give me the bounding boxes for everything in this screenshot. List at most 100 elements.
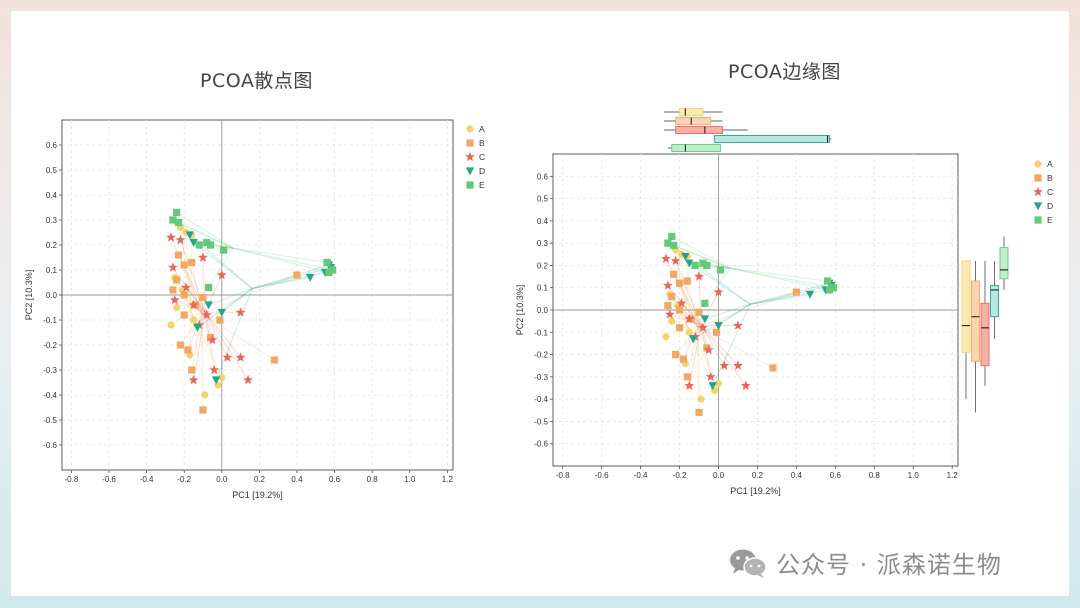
y-tick-label: 0.4: [537, 217, 549, 226]
data-point: [199, 293, 207, 302]
spider-line: [749, 282, 830, 305]
data-point: [173, 303, 181, 312]
data-point: [206, 333, 215, 342]
data-point: [218, 373, 226, 382]
data-point: [694, 271, 704, 281]
y-tick-label: 0.2: [46, 241, 58, 250]
data-point: [270, 356, 279, 364]
data-point: [670, 270, 678, 278]
data-point: [166, 232, 176, 242]
y-tick-label: 0.6: [537, 172, 549, 181]
box-iqr: [990, 285, 999, 318]
data-point: [305, 273, 315, 282]
data-point: [329, 266, 337, 274]
y-tick-label: 0.5: [46, 166, 58, 175]
y-tick-label: 0.4: [46, 191, 58, 200]
y-tick-label: -0.5: [43, 416, 57, 425]
data-point: [216, 269, 227, 280]
data-point: [664, 309, 675, 319]
chart-title-right: PCOA边缘图: [728, 61, 841, 83]
data-point: [188, 366, 196, 374]
legend-marker: [1034, 216, 1042, 224]
legend-marker: [1033, 186, 1043, 197]
data-point: [714, 379, 723, 388]
data-point: [235, 352, 246, 362]
x-tick-label: 0.0: [216, 475, 228, 484]
spider-line: [179, 313, 203, 346]
data-point: [169, 294, 180, 305]
data-point: [185, 231, 195, 240]
y-tick-label: 0.1: [537, 284, 549, 293]
data-point: [220, 246, 228, 254]
spider-line: [196, 288, 253, 328]
data-point: [703, 344, 711, 352]
x-tick-label: 1.2: [442, 475, 454, 484]
box-iqr: [671, 144, 721, 152]
box-iqr: [971, 280, 980, 362]
data-point: [189, 238, 198, 247]
data-point: [211, 376, 221, 385]
spider-line: [204, 312, 215, 371]
legend-label: D: [479, 166, 485, 176]
spider-line: [191, 262, 203, 314]
spider-line: [680, 254, 688, 324]
spider-line: [749, 293, 811, 305]
data-point: [173, 276, 181, 284]
data-point: [691, 261, 699, 270]
y-tick-label: -0.3: [43, 366, 57, 375]
data-point: [701, 299, 709, 307]
spider-line: [697, 326, 774, 369]
spider-line: [665, 258, 702, 326]
spider-line: [233, 247, 328, 264]
spider-line: [185, 232, 192, 311]
legend-marker: [1034, 160, 1042, 168]
data-point: [184, 346, 192, 354]
data-point: [714, 322, 723, 330]
data-point: [180, 291, 188, 299]
spider-line: [233, 247, 330, 274]
x-tick-label: -0.2: [673, 471, 687, 480]
data-point: [176, 341, 185, 349]
spider-line: [252, 276, 311, 290]
spider-line: [178, 221, 234, 249]
legend-marker: [466, 139, 474, 147]
y-tick-label: -0.5: [534, 417, 548, 426]
legend-marker: [1034, 174, 1042, 182]
data-point: [195, 241, 203, 249]
x-tick-label: -0.2: [177, 475, 191, 484]
y-tick-label: 0.0: [46, 291, 58, 300]
spider-line: [201, 313, 212, 338]
x-tick-label: -0.8: [556, 471, 570, 480]
box-iqr: [679, 108, 704, 116]
spider-line: [187, 313, 203, 351]
data-point: [703, 344, 714, 355]
spider-line: [201, 313, 275, 361]
watermark: 公众号 · 派森诺生物: [728, 545, 1002, 580]
data-point: [175, 234, 186, 245]
spider-line: [698, 276, 702, 326]
data-point: [705, 371, 716, 382]
data-point: [668, 232, 676, 241]
x-tick-label: 0.6: [329, 475, 341, 484]
data-point: [823, 277, 832, 285]
spider-line: [172, 267, 206, 313]
data-point: [684, 380, 695, 390]
data-point: [205, 283, 213, 292]
box-iqr: [675, 117, 712, 125]
spider-line: [704, 267, 731, 304]
spider-line: [730, 267, 834, 289]
spider-line: [700, 324, 739, 367]
data-point: [293, 271, 301, 279]
legend-label: C: [1047, 187, 1053, 197]
spider-line: [190, 234, 193, 311]
box-iqr: [980, 302, 990, 367]
data-point: [222, 352, 233, 362]
spider-line: [673, 244, 731, 269]
x-tick-label: -0.6: [595, 471, 609, 480]
spider-line: [730, 267, 830, 291]
x-tick-label: -0.6: [102, 475, 116, 484]
spider-line: [252, 264, 330, 290]
legend-label: A: [479, 124, 485, 134]
legend-marker: [466, 181, 474, 189]
